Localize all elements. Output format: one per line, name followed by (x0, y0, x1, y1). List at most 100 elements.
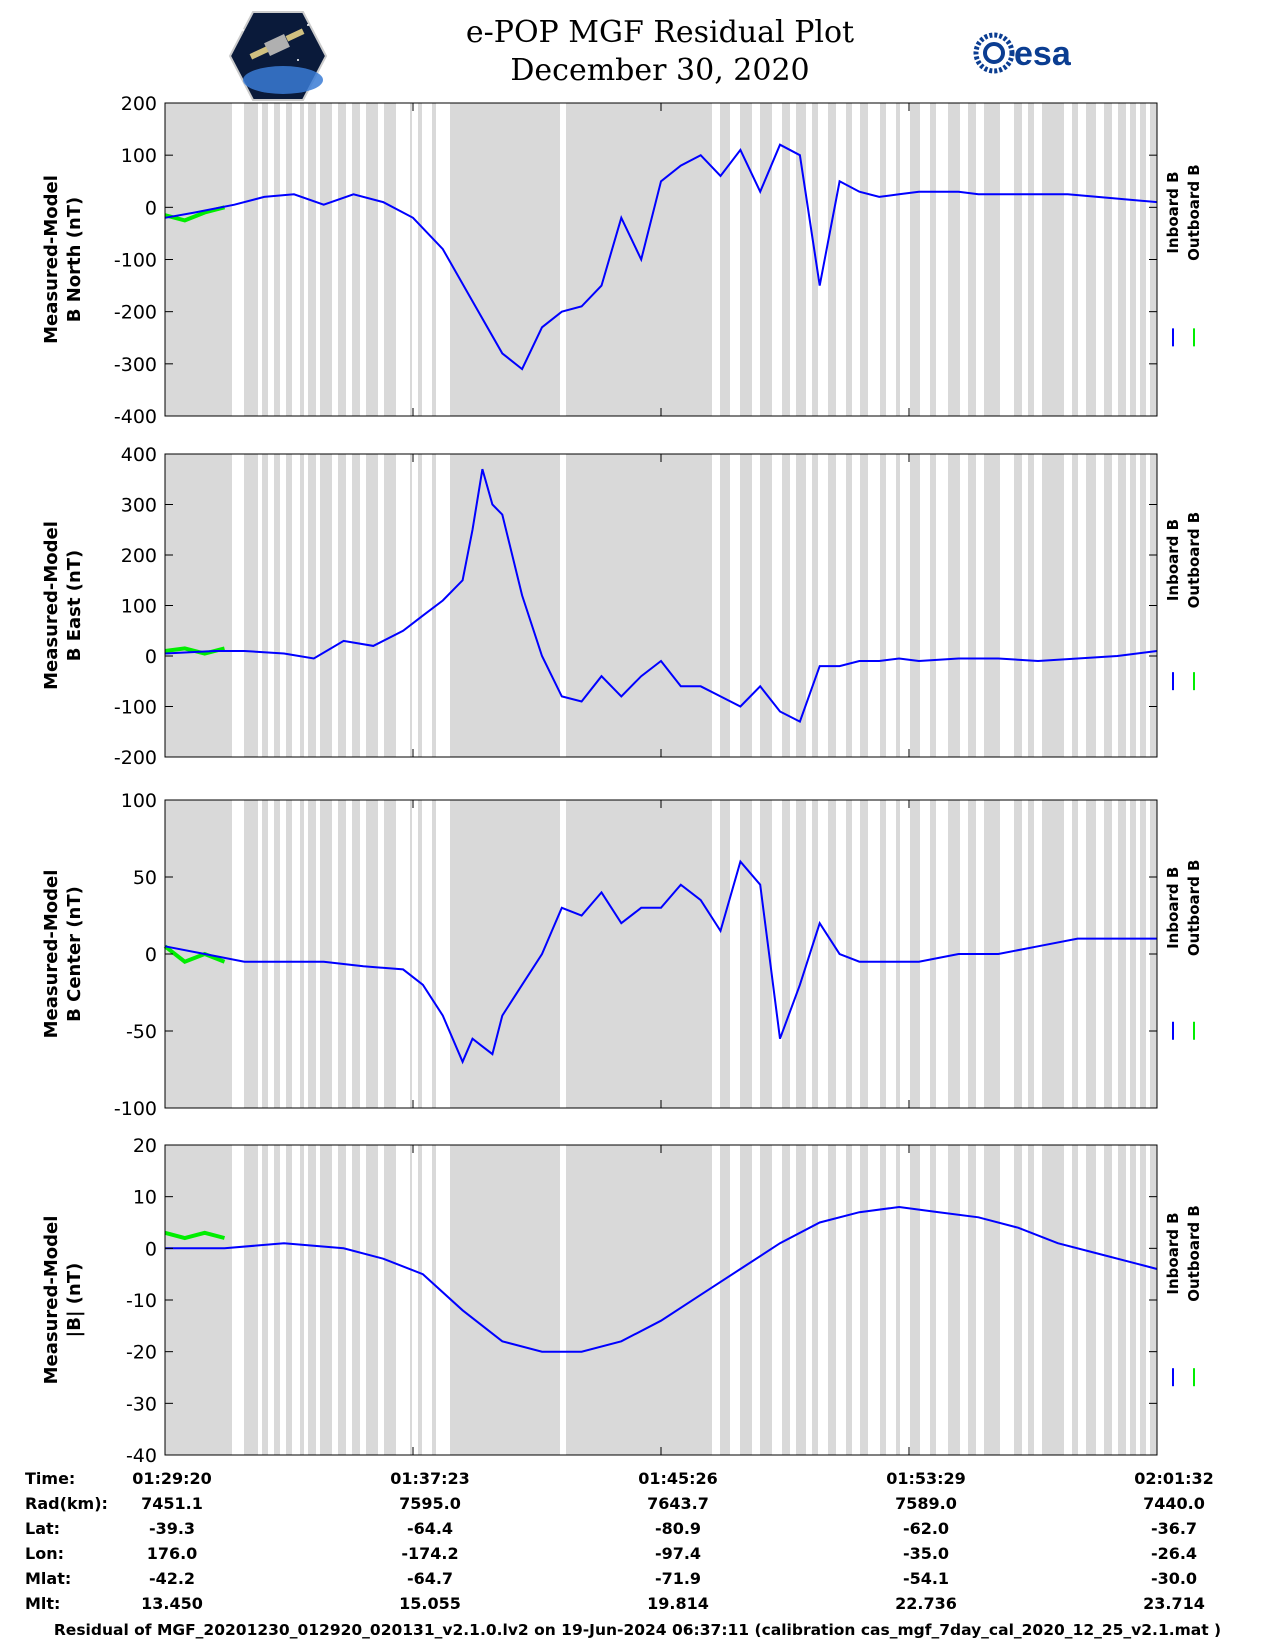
data-gap-stripe (292, 454, 300, 757)
y-tick-label: 200 (121, 545, 157, 567)
data-gap-stripe (790, 454, 796, 757)
data-gap-stripe (772, 103, 782, 416)
y-axis-label-line-2: B North (nT) (64, 197, 85, 323)
data-gap-stripe (360, 103, 366, 416)
legend-inboard-label: Inboard B (1164, 1212, 1182, 1294)
data-gap-stripe (836, 103, 846, 416)
data-gap-stripe (1034, 800, 1042, 1108)
data-gap-stripe (396, 103, 410, 416)
data-gap-stripe (730, 454, 740, 757)
y-tick-label: 0 (145, 944, 157, 966)
outboard-b-line (163, 944, 226, 964)
y-tick-label: -30 (126, 1393, 157, 1415)
legend-outboard-label: Outboard B (1185, 1205, 1203, 1302)
data-gap-stripe (1112, 103, 1118, 416)
data-gap-stripe (752, 800, 760, 1108)
y-tick-label: -10 (126, 1290, 157, 1312)
data-gap-stripe (936, 800, 948, 1108)
data-gap-stripe (868, 1145, 880, 1455)
data-gap-stripe (730, 1145, 740, 1455)
data-gap-stripe (790, 800, 796, 1108)
data-gap-stripe (332, 1145, 338, 1455)
data-gap-stripe (560, 800, 566, 1108)
data-gap-stripe (258, 1145, 262, 1455)
data-gap-stripe (396, 800, 410, 1108)
data-gap-stripe (280, 800, 286, 1108)
y-tick-label: -20 (126, 1342, 157, 1364)
data-gap-stripe (920, 454, 930, 757)
data-gap-stripe (772, 454, 782, 757)
y-axis-label-line-2: |B| (nT) (64, 1263, 85, 1338)
data-gap-stripe (900, 103, 910, 416)
y-tick-label: 50 (133, 867, 157, 889)
data-gap-stripe (232, 103, 244, 416)
inboard-b-line (164, 468, 1158, 724)
data-gap-stripe (292, 103, 300, 416)
plot-caption: Residual of MGF_20201230_012920_020131_v… (53, 1621, 1222, 1639)
data-gap-stripe (806, 103, 812, 416)
y-tick-label: 300 (121, 495, 157, 517)
outboard-b-line (164, 1230, 226, 1241)
data-gap-stripe (1022, 1145, 1028, 1455)
data-gap-stripe (790, 1145, 796, 1455)
data-gap-stripe (1078, 103, 1086, 416)
data-gap-stripe (1146, 103, 1150, 416)
data-gap-stripe (960, 1145, 968, 1455)
data-gap-stripe (232, 800, 244, 1108)
y-axis-label-line-1: Measured-Model (41, 521, 62, 690)
data-gap-stripe (316, 454, 320, 757)
data-gap-stripe (960, 454, 968, 757)
data-gap-stripe (1136, 103, 1140, 416)
data-gap-stripe (412, 800, 418, 1108)
data-gap-stripe (818, 800, 828, 1108)
data-gap-stripe (1126, 1145, 1130, 1455)
data-gap-stripe (304, 800, 308, 1108)
data-gap-stripe (920, 800, 930, 1108)
inboard-b-line (164, 859, 1157, 1065)
data-gap-stripe (280, 103, 286, 416)
data-gap-stripe (378, 103, 384, 416)
title-line-1: e-POP MGF Residual Plot (465, 15, 855, 50)
data-gap-stripe (868, 800, 880, 1108)
data-gap-stripe (818, 1145, 828, 1455)
data-gap-stripe (936, 454, 948, 757)
data-gap-stripe (422, 454, 432, 757)
data-gap-stripe (1126, 103, 1130, 416)
data-gap-stripe (422, 800, 432, 1108)
data-gap-stripe (378, 800, 384, 1108)
data-gap-stripe (258, 454, 262, 757)
data-gap-stripe (920, 1145, 930, 1455)
data-gap-stripe (806, 454, 812, 757)
data-gap-stripe (304, 103, 308, 416)
data-gap-stripe (422, 1145, 432, 1455)
data-gap-stripe (730, 103, 740, 416)
data-gap-stripe (1126, 454, 1130, 757)
data-gap-stripe (836, 1145, 846, 1455)
legend-outboard-label: Outboard B (1185, 512, 1203, 609)
data-gap-stripe (1000, 454, 1014, 757)
data-gap-stripe (730, 800, 740, 1108)
data-gap-stripe (412, 1145, 418, 1455)
y-tick-label: 100 (121, 790, 157, 812)
data-gap-stripe (1022, 454, 1028, 757)
data-gap-stripe (1096, 1145, 1104, 1455)
panel-4-background (165, 1145, 1157, 1455)
data-gap-stripe (900, 800, 910, 1108)
y-tick-label: -40 (126, 1445, 157, 1467)
data-gap-stripe (268, 454, 274, 757)
data-gap-stripe (436, 800, 450, 1108)
data-gap-stripe (936, 103, 948, 416)
data-gap-stripe (292, 1145, 300, 1455)
data-gap-stripe (752, 103, 760, 416)
data-gap-stripe (258, 800, 262, 1108)
data-gap-stripe (852, 454, 860, 757)
data-gap-stripe (1136, 1145, 1140, 1455)
data-gap-stripe (1146, 800, 1150, 1108)
data-gap-stripe (258, 103, 262, 416)
data-gap-stripe (1078, 454, 1086, 757)
data-gap-stripe (1112, 800, 1118, 1108)
data-gap-stripe (1000, 800, 1014, 1108)
outboard-b-line (164, 205, 226, 223)
data-gap-stripe (436, 454, 450, 757)
y-axis-label-line-1: Measured-Model (41, 1216, 62, 1385)
